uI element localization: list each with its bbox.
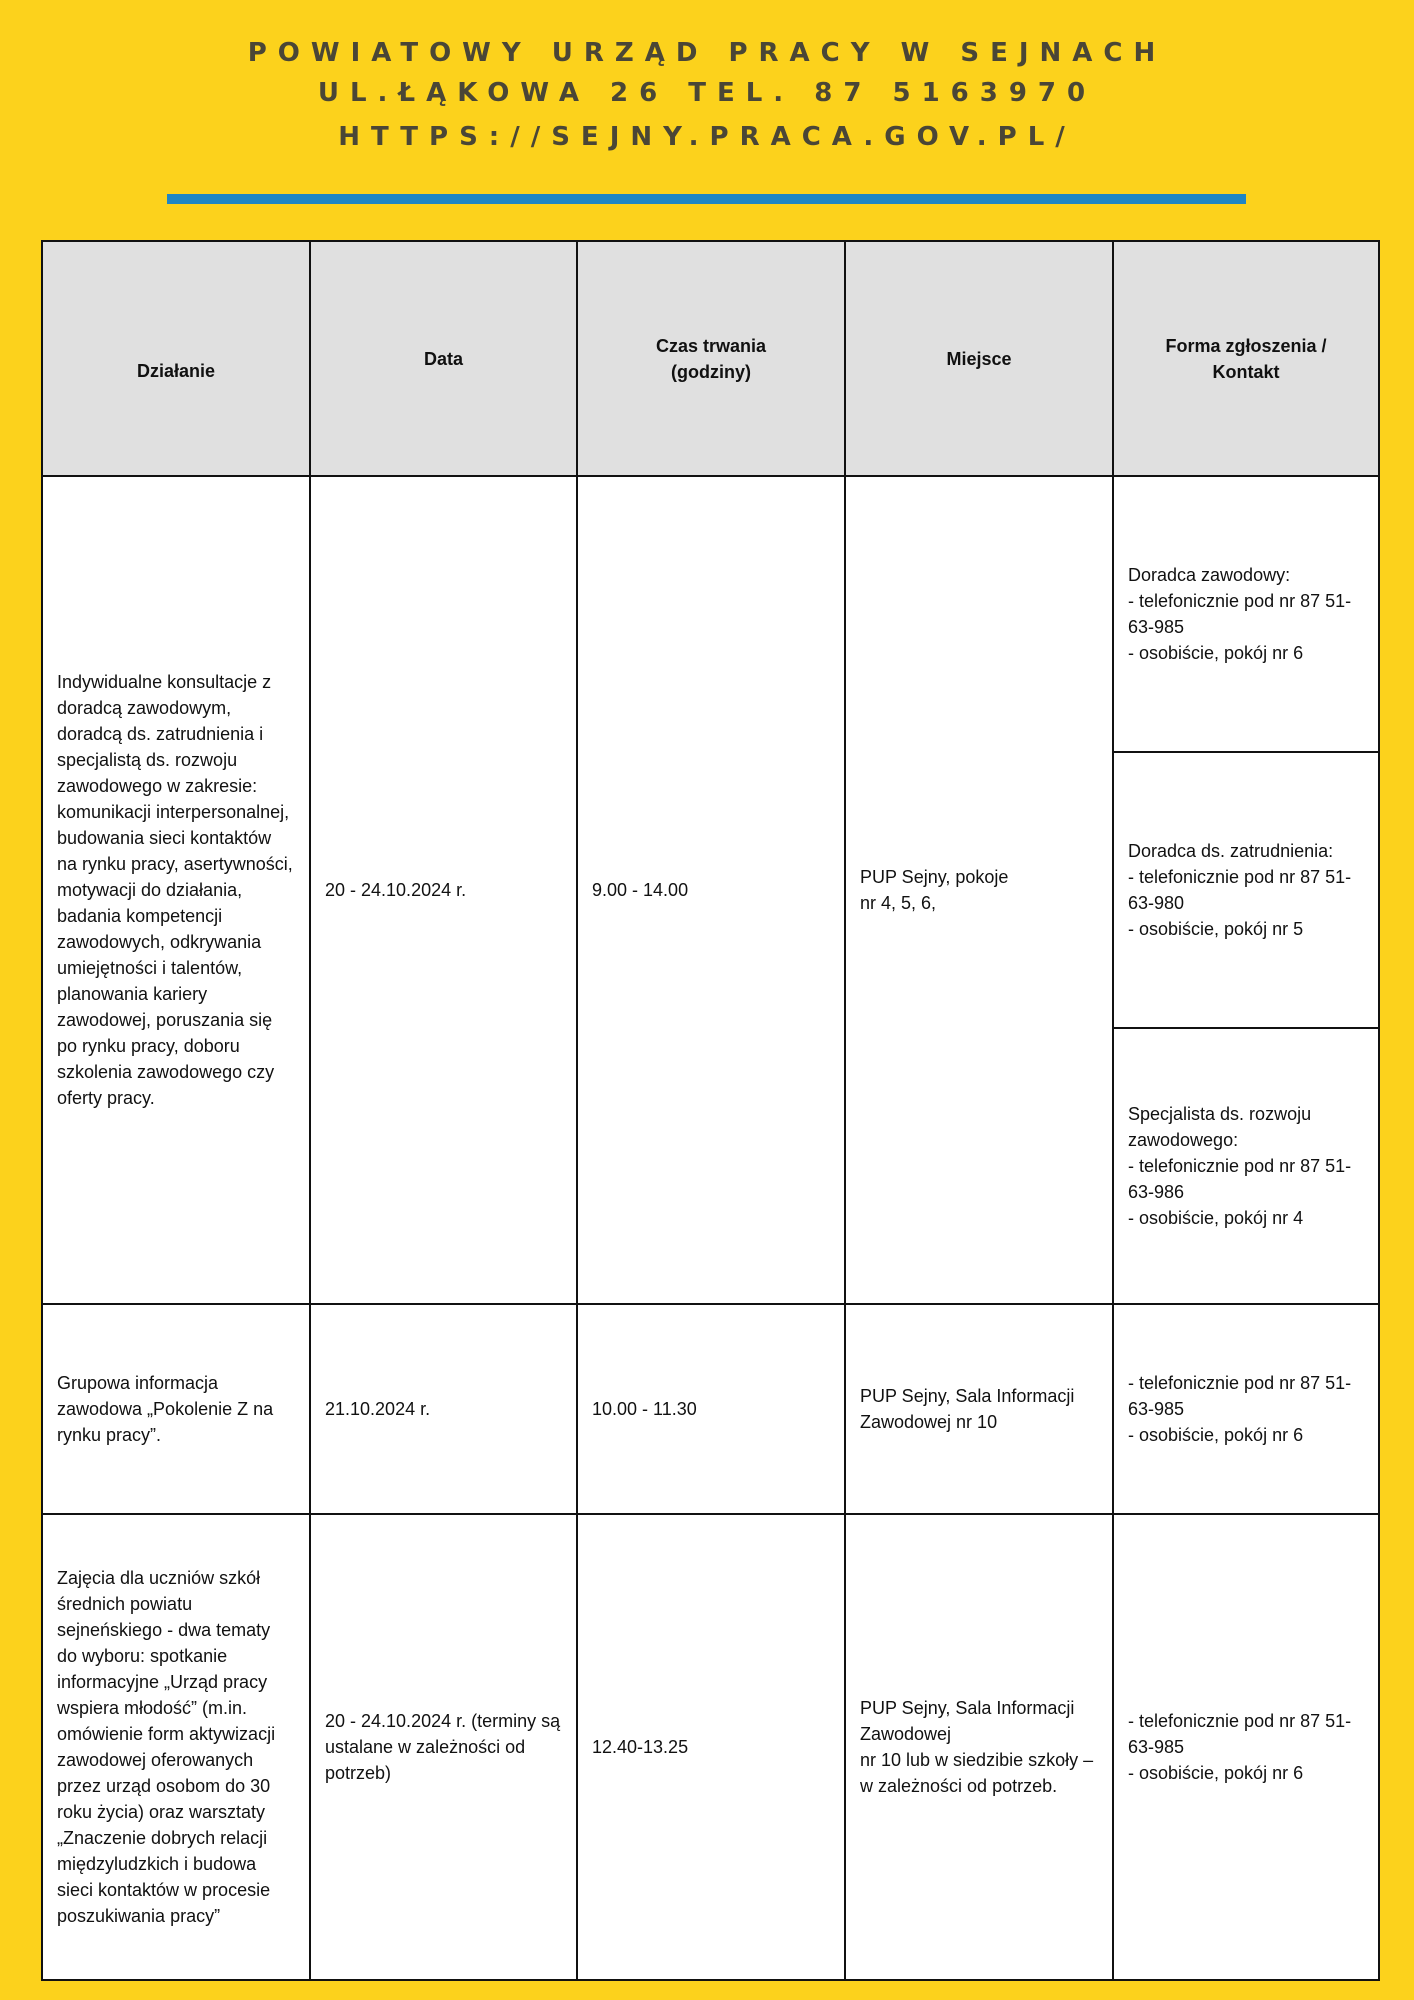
cell-dzialanie: Grupowa informacja zawodowa „Pokolenie Z…	[41, 1303, 311, 1515]
cell-kontakt-doradca-zatrudnienia: Doradca ds. zatrudnienia: - telefoniczni…	[1112, 751, 1380, 1029]
cell-kontakt-doradca-zawodowy: Doradca zawodowy: - telefonicznie pod nr…	[1112, 475, 1380, 753]
table-row: Zajęcia dla uczniów szkół średnich powia…	[41, 1513, 1380, 1981]
cell-data: 20 - 24.10.2024 r. (terminy są ustalane …	[309, 1513, 578, 1981]
cell-miejsce: PUP Sejny, Sala Informacji Zawodowej nr …	[844, 1513, 1114, 1981]
cell-czas: 12.40-13.25	[576, 1513, 846, 1981]
office-name: POWIATOWY URZĄD PRACY W SEJNACH	[247, 38, 1167, 68]
office-website[interactable]: HTTPS://SEJNY.PRACA.GOV.PL/	[338, 122, 1076, 152]
cell-kontakt: - telefonicznie pod nr 87 51-63-985 - os…	[1112, 1513, 1380, 1981]
cell-miejsce: PUP Sejny, pokoje nr 4, 5, 6,	[844, 475, 1114, 1305]
table-header-row: Działanie Data Czas trwania (godziny) Mi…	[41, 240, 1380, 477]
cell-czas: 9.00 - 14.00	[576, 475, 846, 1305]
column-header-czas: Czas trwania (godziny)	[576, 240, 846, 477]
cell-czas: 10.00 - 11.30	[576, 1303, 846, 1515]
office-address-phone: UL.ŁĄKOWA 26 TEL. 87 5163970	[317, 78, 1097, 108]
table-subrow: Specjalista ds. rozwoju zawodowego: - te…	[42, 1027, 1380, 1305]
column-header-dzialanie: Działanie	[41, 240, 311, 477]
column-header-data: Data	[309, 240, 578, 477]
cell-data: 20 - 24.10.2024 r.	[309, 475, 578, 1305]
column-header-kontakt: Forma zgłoszenia / Kontakt	[1112, 240, 1380, 477]
cell-miejsce: PUP Sejny, Sala Informacji Zawodowej nr …	[844, 1303, 1114, 1515]
table-subrow: Doradca ds. zatrudnienia: - telefoniczni…	[42, 751, 1380, 1029]
table-row: Grupowa informacja zawodowa „Pokolenie Z…	[41, 1303, 1380, 1515]
table-row: Indywidualne konsultacje z doradcą zawod…	[41, 475, 1380, 1305]
cell-kontakt: - telefonicznie pod nr 87 51-63-985 - os…	[1112, 1303, 1380, 1515]
cell-dzialanie: Indywidualne konsultacje z doradcą zawod…	[41, 475, 311, 1305]
schedule-table: Działanie Data Czas trwania (godziny) Mi…	[41, 240, 1380, 1981]
cell-dzialanie: Zajęcia dla uczniów szkół średnich powia…	[41, 1513, 311, 1981]
accent-divider	[167, 194, 1246, 204]
column-header-miejsce: Miejsce	[844, 240, 1114, 477]
cell-data: 21.10.2024 r.	[309, 1303, 578, 1515]
cell-kontakt-specjalista: Specjalista ds. rozwoju zawodowego: - te…	[1112, 1027, 1380, 1305]
